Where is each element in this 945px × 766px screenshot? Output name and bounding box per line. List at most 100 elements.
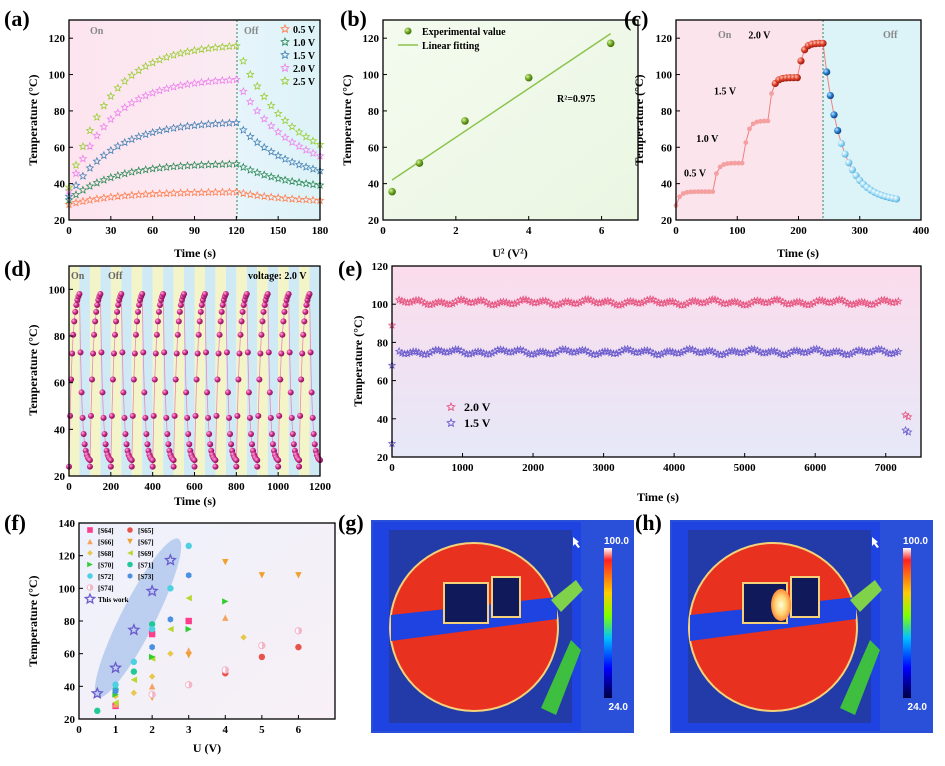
data-point (222, 598, 229, 605)
data-point-star (829, 297, 838, 306)
data-point (163, 414, 170, 421)
data-point (112, 688, 119, 695)
data-point-star (127, 70, 137, 80)
y-axis-label: Temperature (°C) (26, 575, 40, 666)
data-point-star (134, 94, 144, 103)
panel-b: 0 2 4 6 20 40 60 80 100 120 Experimental value Lin… (340, 6, 639, 260)
data-point-star (99, 150, 109, 160)
data-point-star (176, 80, 186, 90)
data-point-star (141, 189, 151, 199)
data-point (260, 308, 267, 315)
data-point (185, 647, 192, 654)
data-point-star (155, 126, 165, 135)
panel-f: 0 1 2 3 4 5 6 20 40 60 80 100 120 140 [S64] [S65] [S66]… (4, 510, 336, 755)
data-point-star (634, 298, 644, 307)
this-work-highlight (94, 538, 182, 698)
data-point-star (287, 157, 297, 166)
y-tick-label: 80 (64, 616, 76, 628)
y-tick-label: 40 (54, 179, 66, 191)
data-point-star (273, 127, 283, 136)
data-point-star (190, 120, 199, 130)
data-point-star (148, 88, 158, 97)
data-point-star (445, 347, 455, 356)
data-point (236, 350, 243, 357)
data-point (152, 350, 159, 357)
step-label: 2.0 V (748, 30, 771, 41)
data-point-star (245, 165, 255, 174)
data-point-star (784, 349, 793, 358)
data-point-star (403, 298, 412, 307)
data-point-star (211, 76, 220, 85)
data-point-star (784, 299, 793, 308)
x-tick-label: 1000 (267, 481, 290, 493)
data-point-star (196, 44, 206, 54)
y-tick-label: 100 (49, 284, 66, 296)
data-point (72, 308, 79, 315)
data-point (758, 118, 763, 124)
data-point (92, 318, 99, 325)
data-point-star (490, 300, 500, 309)
legend-label: 0.5 V (293, 25, 316, 36)
data-point-star (162, 162, 171, 171)
data-point-star (569, 347, 579, 357)
legend-marker (280, 49, 290, 60)
data-point (706, 189, 712, 195)
off-label: Off (108, 271, 123, 282)
y-tick-label: 40 (661, 179, 673, 191)
data-point (240, 634, 247, 641)
data-point-star (224, 118, 234, 127)
legend-marker (280, 75, 290, 86)
data-point (276, 412, 283, 419)
data-point (606, 39, 615, 48)
data-point-star (294, 194, 304, 204)
data-point-star (400, 349, 409, 358)
data-point-star (640, 346, 649, 355)
y-tick-label: 60 (661, 142, 673, 154)
data-point-star (555, 299, 565, 308)
data-point-star (851, 298, 861, 308)
data-point-star (442, 347, 452, 356)
data-point (100, 414, 107, 421)
data-point-star (558, 298, 567, 307)
panel-a: 0 30 60 90 120 150 180 20 40 60 80 100 120 On Off 0.… (4, 6, 329, 260)
data-point (308, 389, 315, 396)
data-point (98, 349, 105, 356)
data-point-star (113, 170, 123, 180)
data-point-star (595, 298, 604, 307)
data-point-star (196, 77, 206, 87)
legend-label: [S73] (138, 573, 154, 581)
data-point-star (113, 191, 123, 201)
data-point-star (490, 346, 500, 356)
legend-marker (280, 62, 290, 73)
data-point-star (238, 86, 248, 96)
data-point-star (252, 190, 262, 200)
data-point (524, 73, 533, 82)
data-point (823, 68, 831, 76)
data-point (213, 412, 220, 419)
y-tick-label: 100 (59, 583, 76, 595)
off-band (246, 266, 258, 476)
data-point (201, 291, 208, 297)
data-point (191, 457, 198, 464)
x-tick-label: 0 (380, 225, 386, 237)
on-band (110, 266, 122, 476)
data-point-star (741, 347, 751, 356)
on-band (173, 266, 185, 476)
data-point-star (203, 77, 213, 86)
panel-label-d: (d) (4, 256, 31, 281)
data-point-star (674, 348, 683, 357)
plot-frame (391, 265, 922, 458)
data-point (264, 291, 271, 297)
data-point-star (510, 346, 520, 355)
data-point-star (722, 299, 731, 308)
data-point (286, 349, 293, 356)
data-point (841, 150, 849, 158)
data-point (114, 308, 121, 315)
data-point (243, 291, 250, 297)
data-point (87, 550, 93, 556)
data-point-star (106, 114, 116, 124)
data-point-star (176, 122, 186, 131)
data-point (130, 376, 137, 383)
data-point-star (183, 47, 193, 56)
data-point-star (699, 298, 708, 307)
